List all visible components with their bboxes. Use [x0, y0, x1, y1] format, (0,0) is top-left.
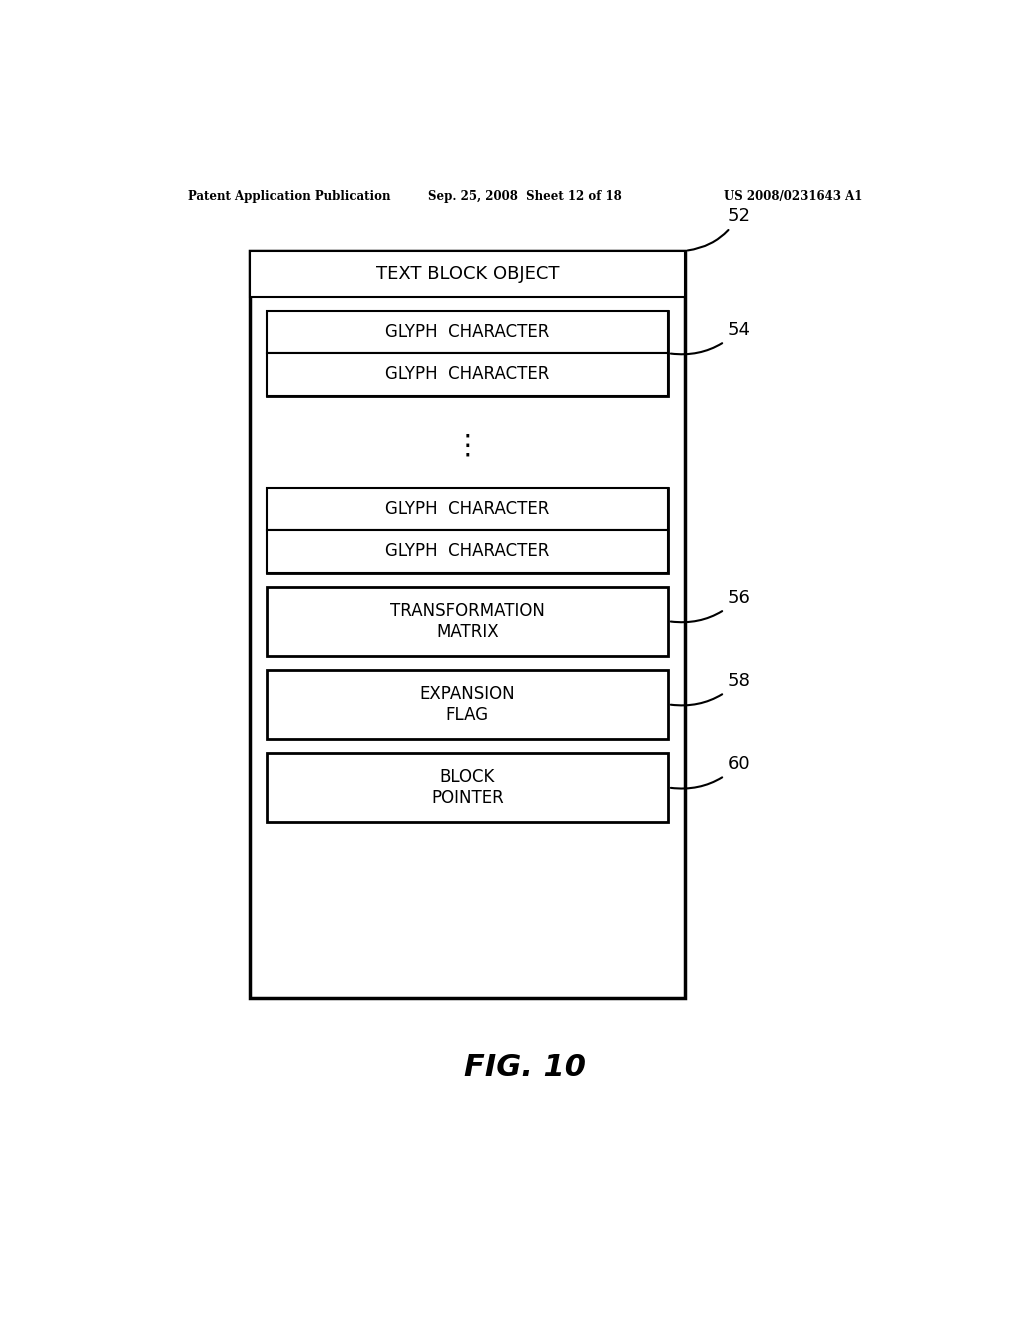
Bar — [267, 312, 668, 396]
Text: GLYPH  CHARACTER: GLYPH CHARACTER — [385, 366, 550, 383]
Bar — [267, 752, 668, 822]
Text: 56: 56 — [671, 589, 751, 622]
Bar — [267, 531, 668, 573]
Text: FIG. 10: FIG. 10 — [464, 1052, 586, 1081]
Text: Patent Application Publication: Patent Application Publication — [188, 190, 391, 203]
Bar — [267, 354, 668, 396]
Bar — [267, 669, 668, 739]
Text: GLYPH  CHARACTER: GLYPH CHARACTER — [385, 500, 550, 519]
Text: 54: 54 — [671, 321, 751, 354]
Bar — [267, 488, 668, 573]
Text: BLOCK
POINTER: BLOCK POINTER — [431, 768, 504, 807]
Bar — [267, 586, 668, 656]
Bar — [267, 312, 668, 354]
Text: US 2008/0231643 A1: US 2008/0231643 A1 — [724, 190, 862, 203]
Text: 58: 58 — [671, 672, 751, 705]
Bar — [267, 488, 668, 531]
Bar — [250, 251, 685, 998]
Text: GLYPH  CHARACTER: GLYPH CHARACTER — [385, 543, 550, 561]
Text: Sep. 25, 2008  Sheet 12 of 18: Sep. 25, 2008 Sheet 12 of 18 — [428, 190, 622, 203]
Text: TRANSFORMATION
MATRIX: TRANSFORMATION MATRIX — [390, 602, 545, 640]
Text: TEXT BLOCK OBJECT: TEXT BLOCK OBJECT — [376, 265, 559, 282]
Bar — [250, 251, 685, 297]
Text: EXPANSION
FLAG: EXPANSION FLAG — [420, 685, 515, 723]
Text: 52: 52 — [688, 207, 751, 251]
Text: ⋮: ⋮ — [454, 432, 481, 459]
Text: GLYPH  CHARACTER: GLYPH CHARACTER — [385, 323, 550, 341]
Text: 60: 60 — [671, 755, 750, 788]
